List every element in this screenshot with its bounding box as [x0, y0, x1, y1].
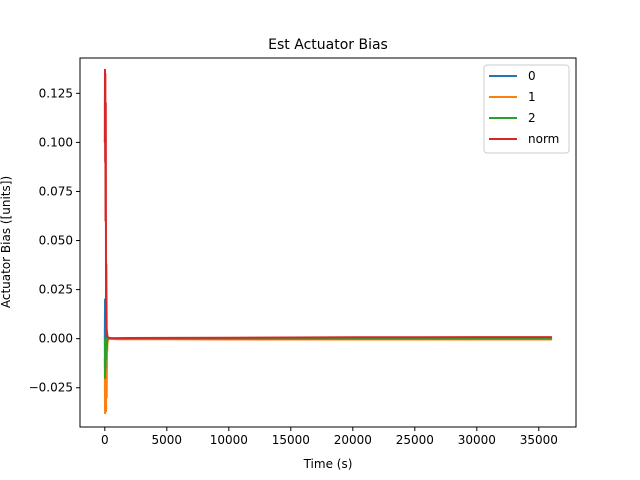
x-tick-label: 5000 [152, 433, 183, 447]
x-tick-label: 15000 [272, 433, 310, 447]
x-tick-label: 0 [101, 433, 109, 447]
y-tick-label: 0.025 [39, 283, 73, 297]
chart-title: Est Actuator Bias [268, 37, 388, 53]
legend-label-2: 2 [528, 111, 536, 125]
x-tick-label: 35000 [520, 433, 558, 447]
x-tick-label: 20000 [334, 433, 372, 447]
series-line-norm [103, 68, 553, 340]
y-tick-label: 0.125 [39, 86, 73, 100]
x-tick-label: 30000 [458, 433, 496, 447]
x-tick-label: 25000 [396, 433, 434, 447]
plot-frame [79, 57, 577, 428]
legend-items: 0 1 2 norm [489, 69, 559, 146]
y-axis-label: Actuator Bias ([units]) [0, 176, 13, 308]
y-tick-label: −0.025 [29, 381, 73, 395]
legend-box [483, 64, 570, 154]
y-tick-label: 0.075 [39, 184, 73, 198]
legend-label-0: 0 [528, 69, 536, 83]
y-tick-label: 0.050 [39, 234, 73, 248]
series-layer [103, 68, 553, 415]
legend-label-norm: norm [528, 132, 559, 146]
y-axis: −0.025 0.000 0.025 0.050 0.075 0.100 0.125 [29, 86, 80, 395]
legend: 0 1 2 norm [483, 64, 570, 154]
x-axis-label: Time (s) [303, 457, 353, 471]
x-tick-label: 10000 [210, 433, 248, 447]
x-axis: 0 5000 10000 15000 20000 25000 30000 35000 [101, 427, 558, 447]
y-tick-label: 0.100 [39, 135, 73, 149]
legend-label-1: 1 [528, 90, 536, 104]
y-tick-label: 0.000 [39, 332, 73, 346]
